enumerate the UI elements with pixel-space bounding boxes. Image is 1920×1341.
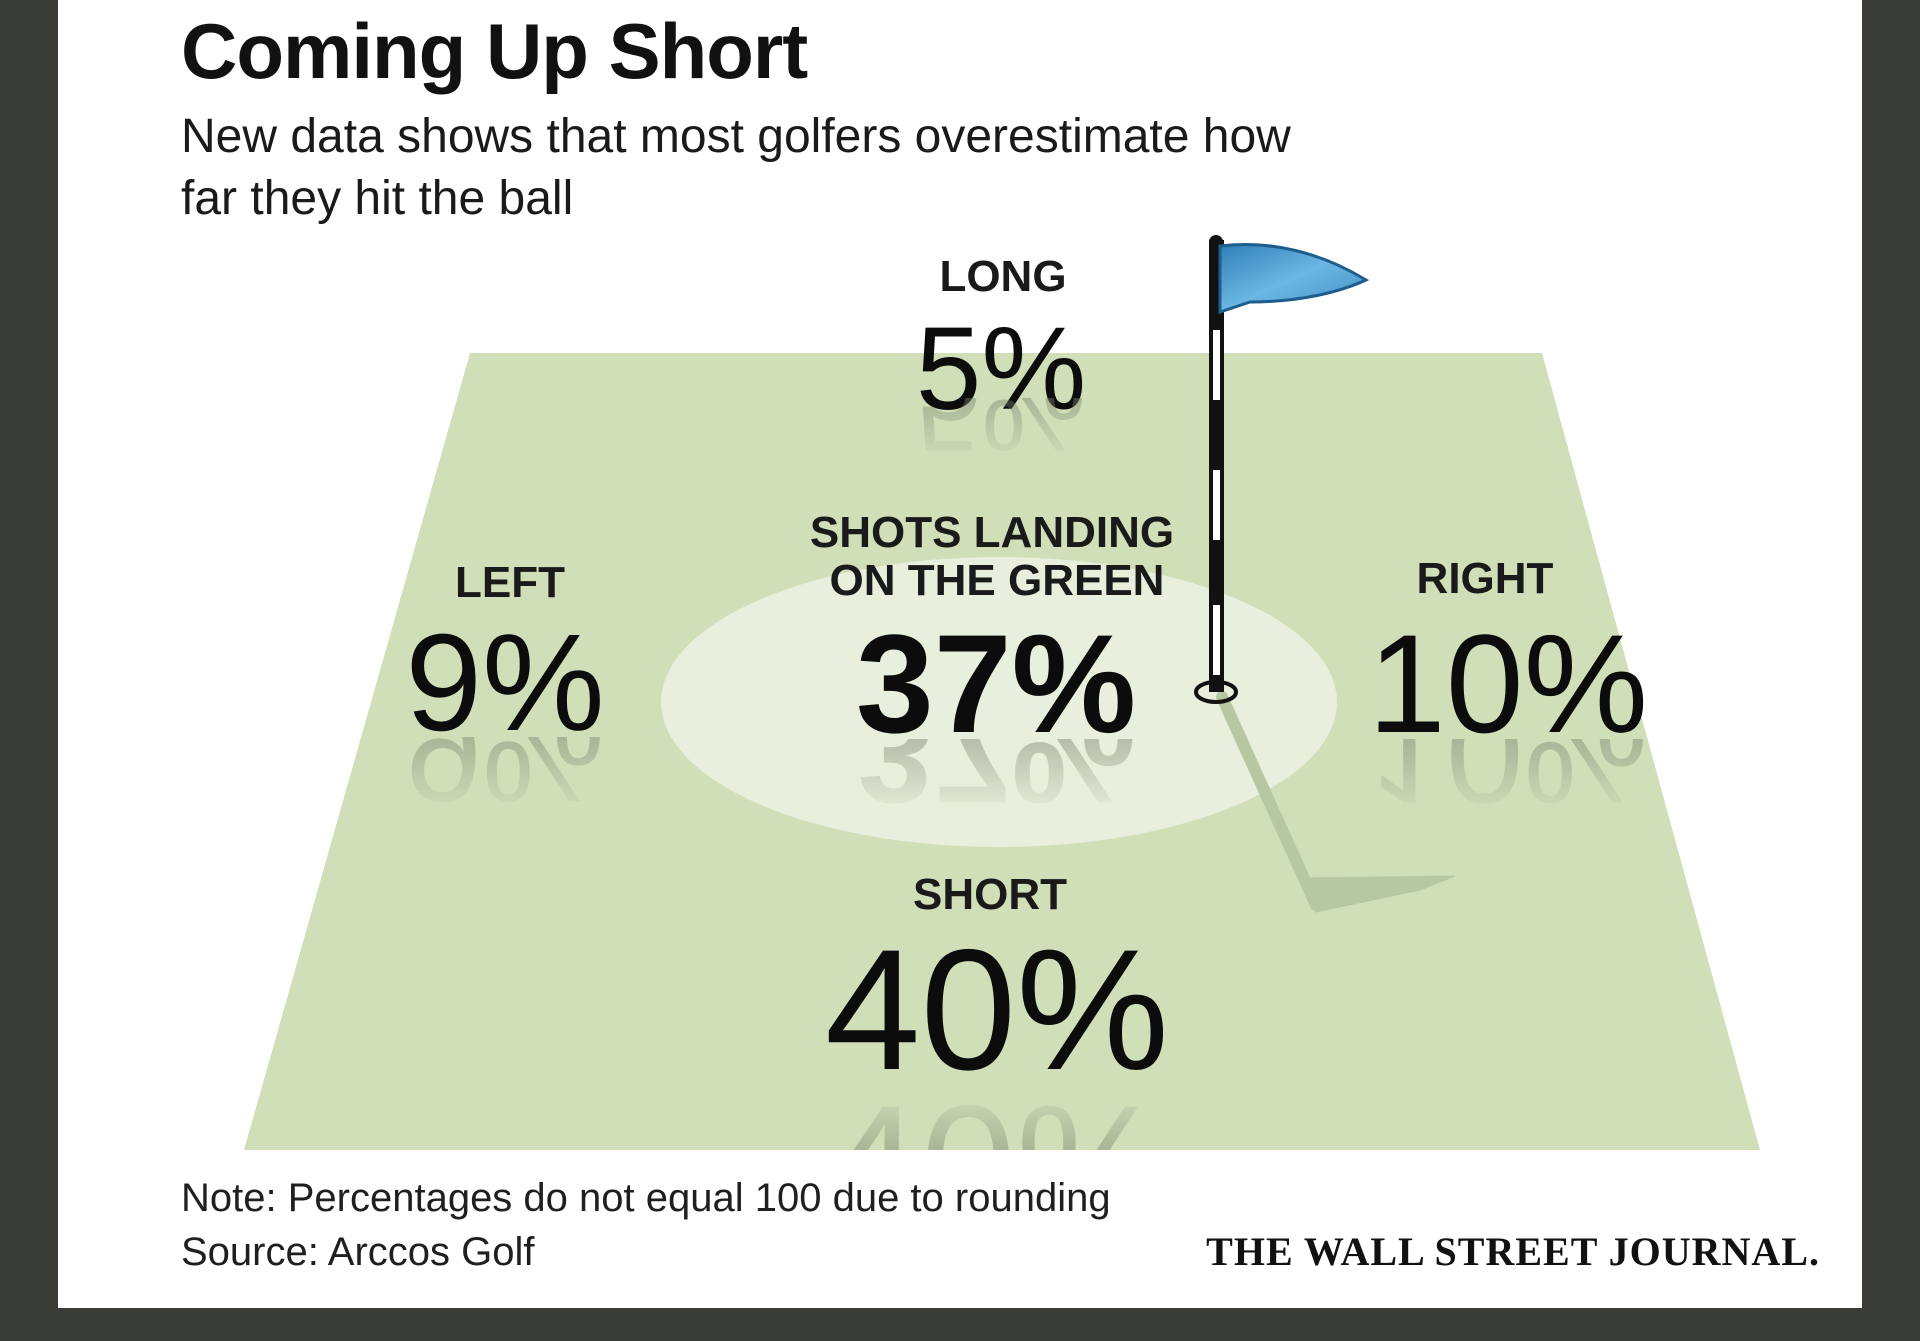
green-ellipse bbox=[661, 557, 1337, 847]
green-value: 37% bbox=[855, 605, 1137, 762]
chart-title: Coming Up Short bbox=[181, 7, 808, 95]
left-label: LEFT bbox=[455, 558, 565, 607]
flag-icon bbox=[1194, 235, 1370, 704]
green-label-line1: SHOTS LANDING bbox=[809, 508, 1175, 557]
publisher-logo: THE WALL STREET JOURNAL. bbox=[1206, 1229, 1820, 1274]
right-value-reflection: 10% bbox=[1367, 739, 1649, 824]
green-value-reflection: 37% bbox=[855, 739, 1137, 824]
right-label: RIGHT bbox=[1416, 554, 1554, 603]
flag-shadow bbox=[1216, 691, 1456, 913]
long-value-reflection: 5% bbox=[915, 398, 1087, 468]
chart-subtitle: New data shows that most golfers overest… bbox=[181, 110, 1291, 225]
long-label: LONG bbox=[939, 252, 1067, 301]
green-label-line2: ON THE GREEN bbox=[829, 556, 1165, 605]
footnote: Note: Percentages do not equal 100 due t… bbox=[181, 1176, 1111, 1220]
right-value: 10% bbox=[1367, 605, 1649, 762]
left-value-reflection: 9% bbox=[405, 737, 605, 822]
short-value: 40% bbox=[824, 914, 1170, 1106]
source-note: Source: Arccos Golf bbox=[181, 1230, 535, 1274]
left-value: 9% bbox=[405, 606, 605, 760]
long-value: 5% bbox=[915, 303, 1087, 435]
short-value-echo: 40% bbox=[825, 1080, 1169, 1150]
short-label: SHORT bbox=[913, 870, 1067, 919]
